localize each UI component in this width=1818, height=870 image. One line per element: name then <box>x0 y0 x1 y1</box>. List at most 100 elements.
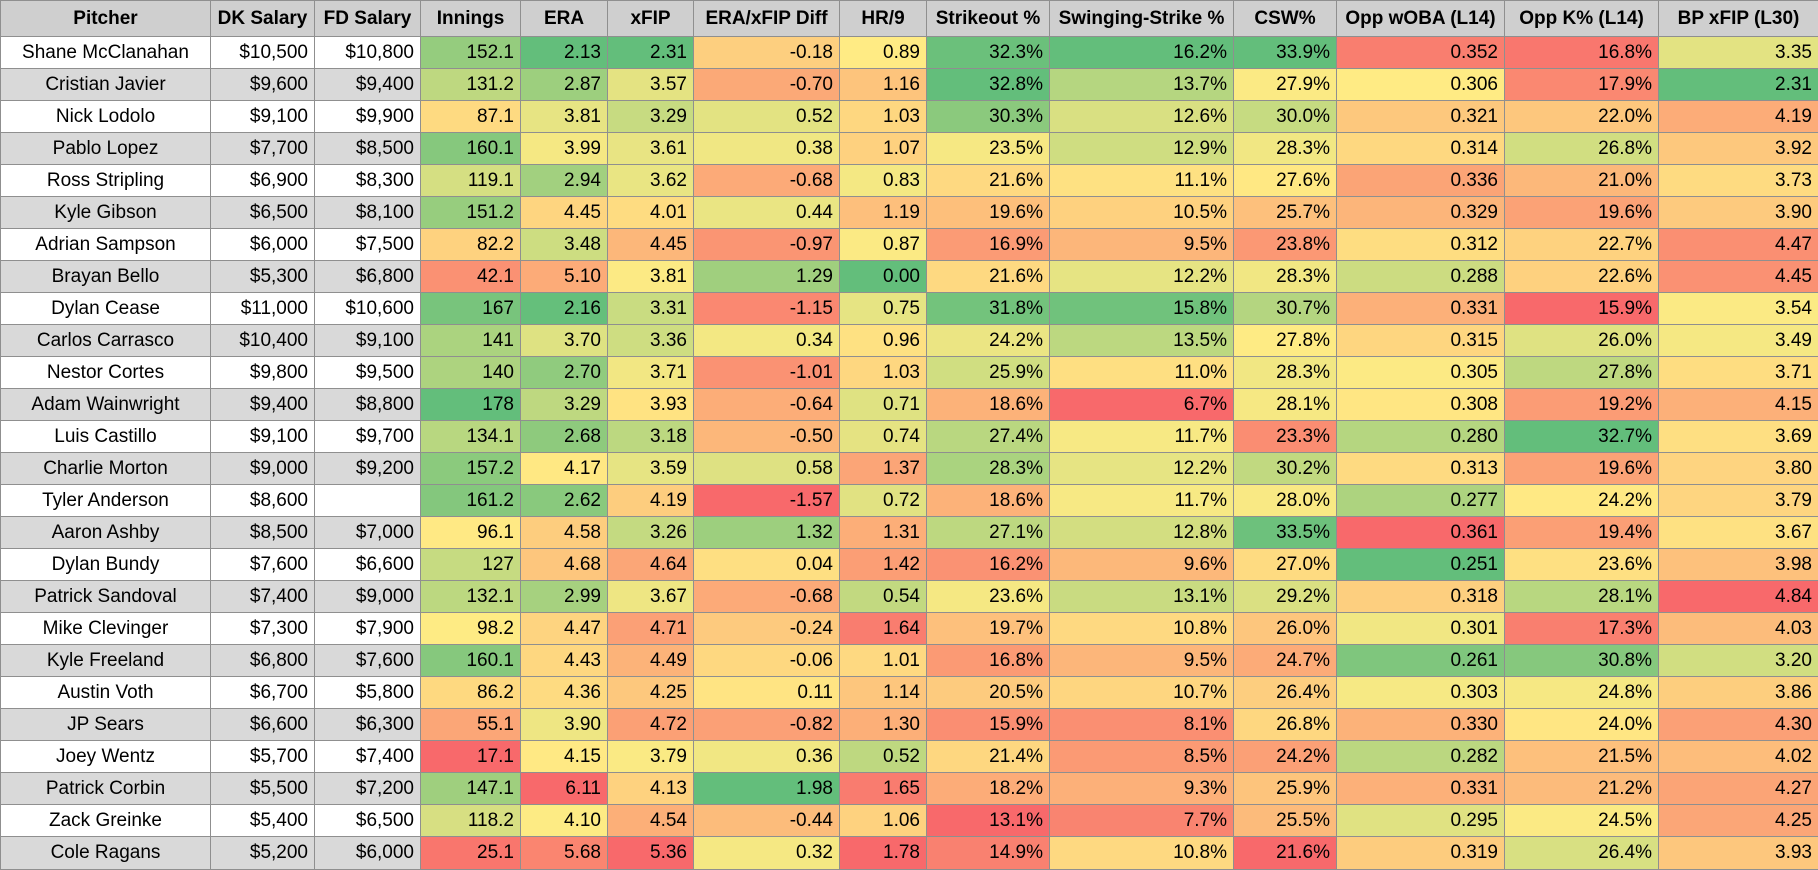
cell-opp-woba-l14[interactable]: 0.303 <box>1337 677 1505 709</box>
cell-strikeout-pct[interactable]: 16.8% <box>927 645 1050 677</box>
cell-bp-xfip-l30[interactable]: 3.69 <box>1659 421 1818 453</box>
cell-opp-woba-l14[interactable]: 0.306 <box>1337 69 1505 101</box>
cell-era[interactable]: 3.81 <box>521 101 608 133</box>
cell-opp-woba-l14[interactable]: 0.301 <box>1337 613 1505 645</box>
cell-opp-k-pct-l14[interactable]: 19.6% <box>1505 197 1659 229</box>
cell-hr9[interactable]: 1.65 <box>840 773 927 805</box>
cell-pitcher[interactable]: Cristian Javier <box>1 69 211 101</box>
cell-bp-xfip-l30[interactable]: 4.47 <box>1659 229 1818 261</box>
cell-era-xfip-diff[interactable]: 0.11 <box>694 677 840 709</box>
cell-innings[interactable]: 151.2 <box>421 197 521 229</box>
cell-innings[interactable]: 178 <box>421 389 521 421</box>
cell-opp-k-pct-l14[interactable]: 32.7% <box>1505 421 1659 453</box>
cell-pitcher[interactable]: Luis Castillo <box>1 421 211 453</box>
cell-opp-k-pct-l14[interactable]: 24.8% <box>1505 677 1659 709</box>
cell-strikeout-pct[interactable]: 23.6% <box>927 581 1050 613</box>
cell-csw-pct[interactable]: 23.3% <box>1234 421 1337 453</box>
cell-xfip[interactable]: 3.31 <box>608 293 694 325</box>
cell-era-xfip-diff[interactable]: -0.50 <box>694 421 840 453</box>
cell-strikeout-pct[interactable]: 21.6% <box>927 261 1050 293</box>
cell-fd-salary[interactable]: $7,600 <box>315 645 421 677</box>
cell-bp-xfip-l30[interactable]: 3.49 <box>1659 325 1818 357</box>
cell-hr9[interactable]: 0.52 <box>840 741 927 773</box>
cell-hr9[interactable]: 1.19 <box>840 197 927 229</box>
column-header-csw-pct[interactable]: CSW% <box>1234 1 1337 37</box>
cell-bp-xfip-l30[interactable]: 3.20 <box>1659 645 1818 677</box>
cell-strikeout-pct[interactable]: 31.8% <box>927 293 1050 325</box>
cell-hr9[interactable]: 0.74 <box>840 421 927 453</box>
cell-bp-xfip-l30[interactable]: 3.71 <box>1659 357 1818 389</box>
cell-strikeout-pct[interactable]: 24.2% <box>927 325 1050 357</box>
cell-opp-k-pct-l14[interactable]: 21.2% <box>1505 773 1659 805</box>
cell-strikeout-pct[interactable]: 18.6% <box>927 485 1050 517</box>
cell-hr9[interactable]: 1.06 <box>840 805 927 837</box>
cell-era-xfip-diff[interactable]: -0.68 <box>694 581 840 613</box>
cell-era[interactable]: 5.10 <box>521 261 608 293</box>
cell-innings[interactable]: 82.2 <box>421 229 521 261</box>
column-header-fd-salary[interactable]: FD Salary <box>315 1 421 37</box>
cell-strikeout-pct[interactable]: 30.3% <box>927 101 1050 133</box>
cell-csw-pct[interactable]: 25.9% <box>1234 773 1337 805</box>
cell-era-xfip-diff[interactable]: 1.98 <box>694 773 840 805</box>
cell-hr9[interactable]: 0.87 <box>840 229 927 261</box>
cell-strikeout-pct[interactable]: 19.7% <box>927 613 1050 645</box>
cell-xfip[interactable]: 4.45 <box>608 229 694 261</box>
cell-fd-salary[interactable]: $9,900 <box>315 101 421 133</box>
cell-xfip[interactable]: 3.57 <box>608 69 694 101</box>
cell-era[interactable]: 2.68 <box>521 421 608 453</box>
cell-dk-salary[interactable]: $5,300 <box>211 261 315 293</box>
cell-dk-salary[interactable]: $6,500 <box>211 197 315 229</box>
cell-opp-k-pct-l14[interactable]: 22.0% <box>1505 101 1659 133</box>
cell-csw-pct[interactable]: 26.4% <box>1234 677 1337 709</box>
cell-fd-salary[interactable]: $7,500 <box>315 229 421 261</box>
cell-pitcher[interactable]: Carlos Carrasco <box>1 325 211 357</box>
cell-opp-woba-l14[interactable]: 0.251 <box>1337 549 1505 581</box>
cell-dk-salary[interactable]: $9,400 <box>211 389 315 421</box>
cell-opp-woba-l14[interactable]: 0.352 <box>1337 37 1505 69</box>
cell-swinging-strike-pct[interactable]: 10.5% <box>1050 197 1234 229</box>
cell-hr9[interactable]: 1.31 <box>840 517 927 549</box>
cell-csw-pct[interactable]: 23.8% <box>1234 229 1337 261</box>
cell-csw-pct[interactable]: 33.9% <box>1234 37 1337 69</box>
cell-fd-salary[interactable]: $9,700 <box>315 421 421 453</box>
cell-era-xfip-diff[interactable]: -0.06 <box>694 645 840 677</box>
cell-era[interactable]: 2.70 <box>521 357 608 389</box>
cell-fd-salary[interactable]: $8,300 <box>315 165 421 197</box>
cell-innings[interactable]: 134.1 <box>421 421 521 453</box>
cell-opp-woba-l14[interactable]: 0.280 <box>1337 421 1505 453</box>
cell-strikeout-pct[interactable]: 21.4% <box>927 741 1050 773</box>
cell-strikeout-pct[interactable]: 16.2% <box>927 549 1050 581</box>
cell-bp-xfip-l30[interactable]: 4.02 <box>1659 741 1818 773</box>
cell-innings[interactable]: 160.1 <box>421 645 521 677</box>
cell-swinging-strike-pct[interactable]: 12.9% <box>1050 133 1234 165</box>
cell-era-xfip-diff[interactable]: -1.01 <box>694 357 840 389</box>
cell-fd-salary[interactable]: $8,800 <box>315 389 421 421</box>
cell-csw-pct[interactable]: 29.2% <box>1234 581 1337 613</box>
column-header-strikeout-pct[interactable]: Strikeout % <box>927 1 1050 37</box>
cell-era-xfip-diff[interactable]: -0.64 <box>694 389 840 421</box>
cell-innings[interactable]: 118.2 <box>421 805 521 837</box>
cell-csw-pct[interactable]: 27.9% <box>1234 69 1337 101</box>
cell-bp-xfip-l30[interactable]: 4.03 <box>1659 613 1818 645</box>
cell-era[interactable]: 2.87 <box>521 69 608 101</box>
cell-era[interactable]: 3.48 <box>521 229 608 261</box>
cell-swinging-strike-pct[interactable]: 8.1% <box>1050 709 1234 741</box>
cell-era[interactable]: 3.70 <box>521 325 608 357</box>
column-header-innings[interactable]: Innings <box>421 1 521 37</box>
cell-hr9[interactable]: 1.14 <box>840 677 927 709</box>
cell-hr9[interactable]: 0.83 <box>840 165 927 197</box>
cell-xfip[interactable]: 4.71 <box>608 613 694 645</box>
cell-xfip[interactable]: 4.19 <box>608 485 694 517</box>
cell-csw-pct[interactable]: 27.0% <box>1234 549 1337 581</box>
column-header-pitcher[interactable]: Pitcher <box>1 1 211 37</box>
cell-bp-xfip-l30[interactable]: 3.73 <box>1659 165 1818 197</box>
cell-fd-salary[interactable]: $7,000 <box>315 517 421 549</box>
cell-csw-pct[interactable]: 28.0% <box>1234 485 1337 517</box>
cell-csw-pct[interactable]: 33.5% <box>1234 517 1337 549</box>
